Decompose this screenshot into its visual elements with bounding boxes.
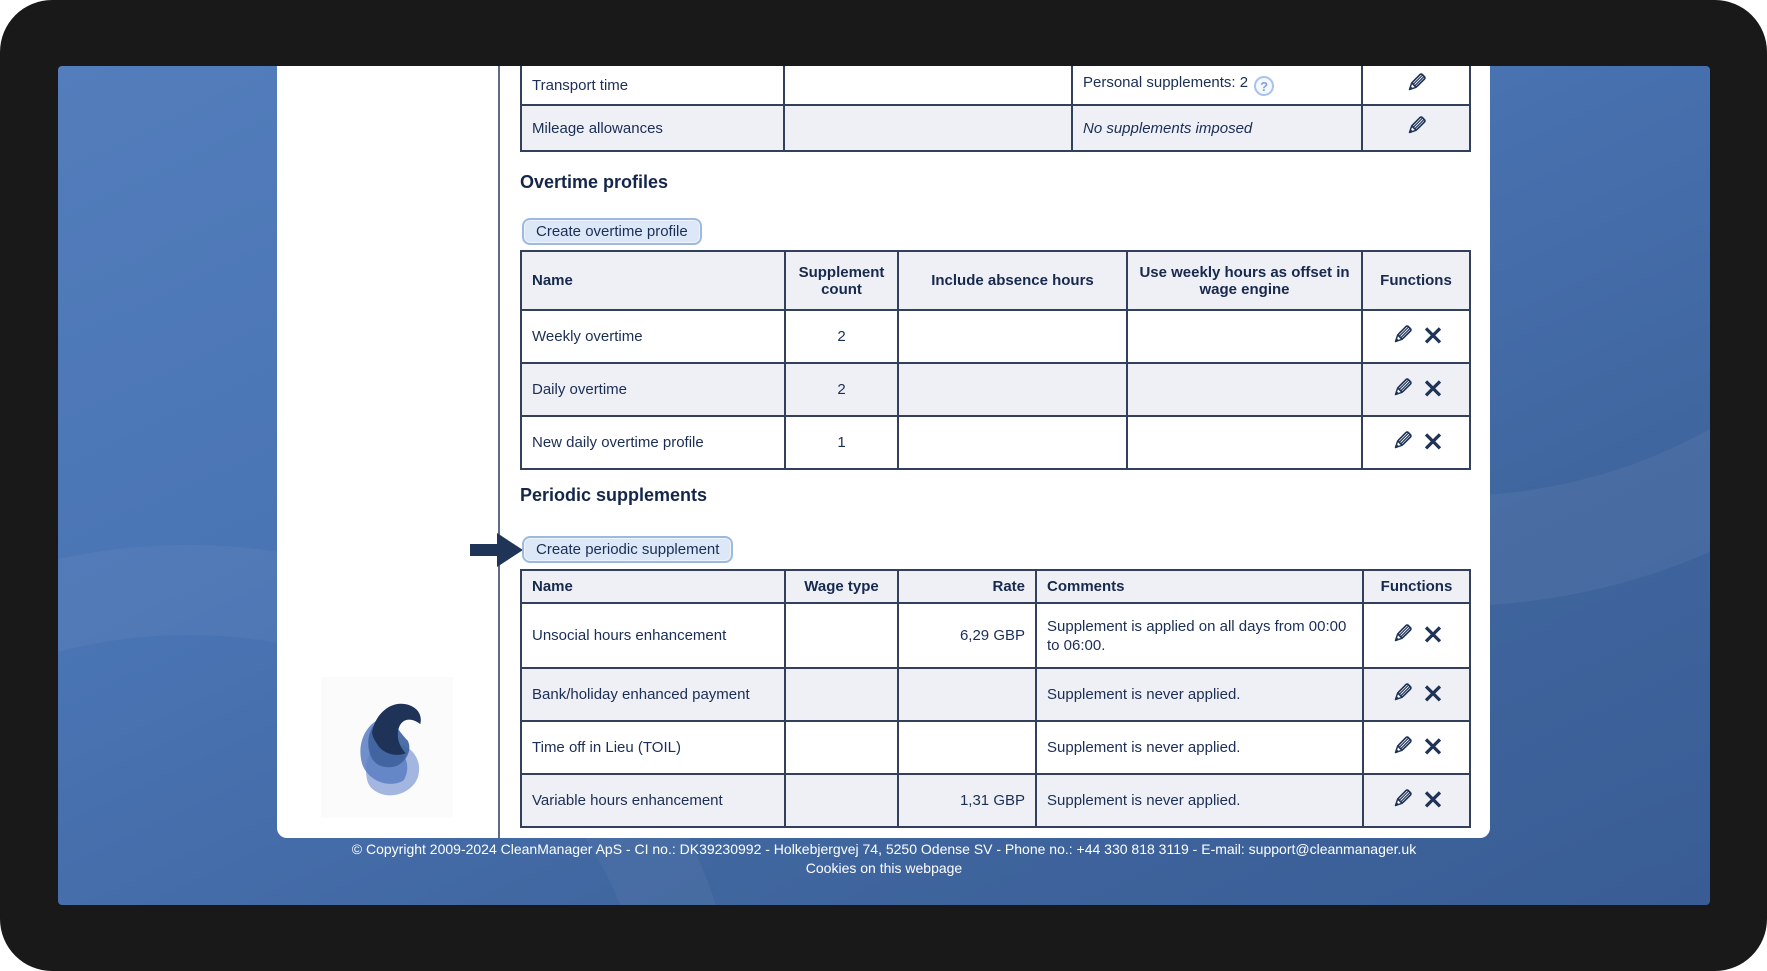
rate-value: 1,31 GBP: [897, 773, 1037, 828]
column-header-rate: Rate: [897, 569, 1037, 604]
column-header-weekly-offset: Use weekly hours as offset in wage engin…: [1126, 250, 1363, 311]
periodic-supplements-table: Name Wage type Rate Comments Functions U…: [520, 569, 1471, 828]
weekly-offset-value: [1126, 415, 1363, 470]
edit-pencil-icon[interactable]: [1390, 429, 1414, 457]
delete-x-icon[interactable]: [1423, 789, 1443, 813]
include-absence-value: [897, 362, 1128, 417]
big-right-arrow-icon: [470, 532, 524, 568]
supplement-name: Unsocial hours enhancement: [520, 602, 786, 669]
page-footer: © Copyright 2009-2024 CleanManager ApS -…: [58, 840, 1710, 877]
create-periodic-supplement-button[interactable]: Create periodic supplement: [522, 536, 734, 563]
table-row: Weekly overtime 2: [520, 309, 1471, 364]
wage-part-middle: [783, 104, 1073, 152]
column-header-name: Name: [520, 250, 786, 311]
delete-x-icon[interactable]: [1423, 431, 1443, 455]
help-question-icon[interactable]: ?: [1254, 76, 1275, 96]
wage-type-value: [784, 667, 899, 722]
supplement-name: Bank/holiday enhanced payment: [520, 667, 786, 722]
wage-part-name: Transport time: [520, 66, 785, 106]
delete-x-icon[interactable]: [1423, 378, 1443, 402]
column-header-supplement-count: Supplement count: [784, 250, 899, 311]
wage-type-value: [784, 773, 899, 828]
wage-parts-table: Transport time Personal supplements: 2? …: [520, 66, 1471, 152]
wage-part-middle: [783, 66, 1073, 106]
profile-name: Weekly overtime: [520, 309, 786, 364]
rate-value: [897, 720, 1037, 775]
edit-pencil-icon[interactable]: [1390, 376, 1414, 404]
edit-pencil-icon[interactable]: [1404, 71, 1428, 99]
table-row: Time off in Lieu (TOIL) Supplement is ne…: [520, 720, 1471, 775]
main-content: Transport time Personal supplements: 2? …: [520, 66, 1471, 838]
comments-value: Supplement is never applied.: [1035, 720, 1364, 775]
profile-name: New daily overtime profile: [520, 415, 786, 470]
table-row: Bank/holiday enhanced payment Supplement…: [520, 667, 1471, 722]
table-row: Daily overtime 2: [520, 362, 1471, 417]
edit-pencil-icon[interactable]: [1390, 734, 1414, 762]
periodic-supplements-heading: Periodic supplements: [520, 485, 708, 505]
supplement-count: 2: [784, 362, 899, 417]
wage-part-status: No supplements imposed: [1071, 104, 1363, 152]
weekly-offset-value: [1126, 309, 1363, 364]
table-row: Unsocial hours enhancement 6,29 GBP Supp…: [520, 602, 1471, 669]
column-header-include-absence: Include absence hours: [897, 250, 1128, 311]
content-panel: Transport time Personal supplements: 2? …: [277, 66, 1490, 838]
desktop-background: Transport time Personal supplements: 2? …: [58, 66, 1710, 905]
edit-pencil-icon[interactable]: [1404, 114, 1428, 142]
cleanmanager-logo: [321, 677, 453, 818]
edit-pencil-icon[interactable]: [1390, 323, 1414, 351]
include-absence-value: [897, 415, 1128, 470]
table-row: Mileage allowances No supplements impose…: [520, 104, 1471, 152]
column-header-name: Name: [520, 569, 786, 604]
column-header-functions: Functions: [1361, 250, 1471, 311]
wage-part-name: Mileage allowances: [520, 104, 785, 152]
include-absence-value: [897, 309, 1128, 364]
edit-pencil-icon[interactable]: [1390, 622, 1414, 650]
supplement-count: 2: [784, 309, 899, 364]
delete-x-icon[interactable]: [1423, 736, 1443, 760]
column-header-wage-type: Wage type: [784, 569, 899, 604]
supplement-name: Variable hours enhancement: [520, 773, 786, 828]
wage-part-status: Personal supplements: 2: [1083, 74, 1249, 91]
copyright-text: © Copyright 2009-2024 CleanManager ApS -…: [351, 841, 1417, 857]
edit-pencil-icon[interactable]: [1390, 787, 1414, 815]
table-header-row: Name Supplement count Include absence ho…: [520, 250, 1471, 311]
delete-x-icon[interactable]: [1423, 683, 1443, 707]
edit-pencil-icon[interactable]: [1390, 681, 1414, 709]
wage-type-value: [784, 602, 899, 669]
overtime-profiles-heading: Overtime profiles: [520, 172, 669, 192]
supplement-name: Time off in Lieu (TOIL): [520, 720, 786, 775]
create-overtime-profile-button[interactable]: Create overtime profile: [522, 218, 702, 245]
wage-type-value: [784, 720, 899, 775]
comments-value: Supplement is never applied.: [1035, 667, 1364, 722]
column-header-functions: Functions: [1362, 569, 1471, 604]
comments-value: Supplement is applied on all days from 0…: [1035, 602, 1364, 669]
rate-value: [897, 667, 1037, 722]
supplement-count: 1: [784, 415, 899, 470]
delete-x-icon[interactable]: [1423, 325, 1443, 349]
cookies-link[interactable]: Cookies on this webpage: [805, 860, 963, 876]
table-row: New daily overtime profile 1: [520, 415, 1471, 470]
rate-value: 6,29 GBP: [897, 602, 1037, 669]
delete-x-icon[interactable]: [1423, 624, 1443, 648]
overtime-profiles-table: Name Supplement count Include absence ho…: [520, 250, 1471, 470]
weekly-offset-value: [1126, 362, 1363, 417]
cleanmanager-swirl-icon: [335, 690, 439, 806]
layout-divider: [498, 66, 500, 838]
table-row: Transport time Personal supplements: 2?: [520, 66, 1471, 106]
comments-value: Supplement is never applied.: [1035, 773, 1364, 828]
table-row: Variable hours enhancement 1,31 GBP Supp…: [520, 773, 1471, 828]
table-header-row: Name Wage type Rate Comments Functions: [520, 569, 1471, 604]
column-header-comments: Comments: [1035, 569, 1364, 604]
profile-name: Daily overtime: [520, 362, 786, 417]
